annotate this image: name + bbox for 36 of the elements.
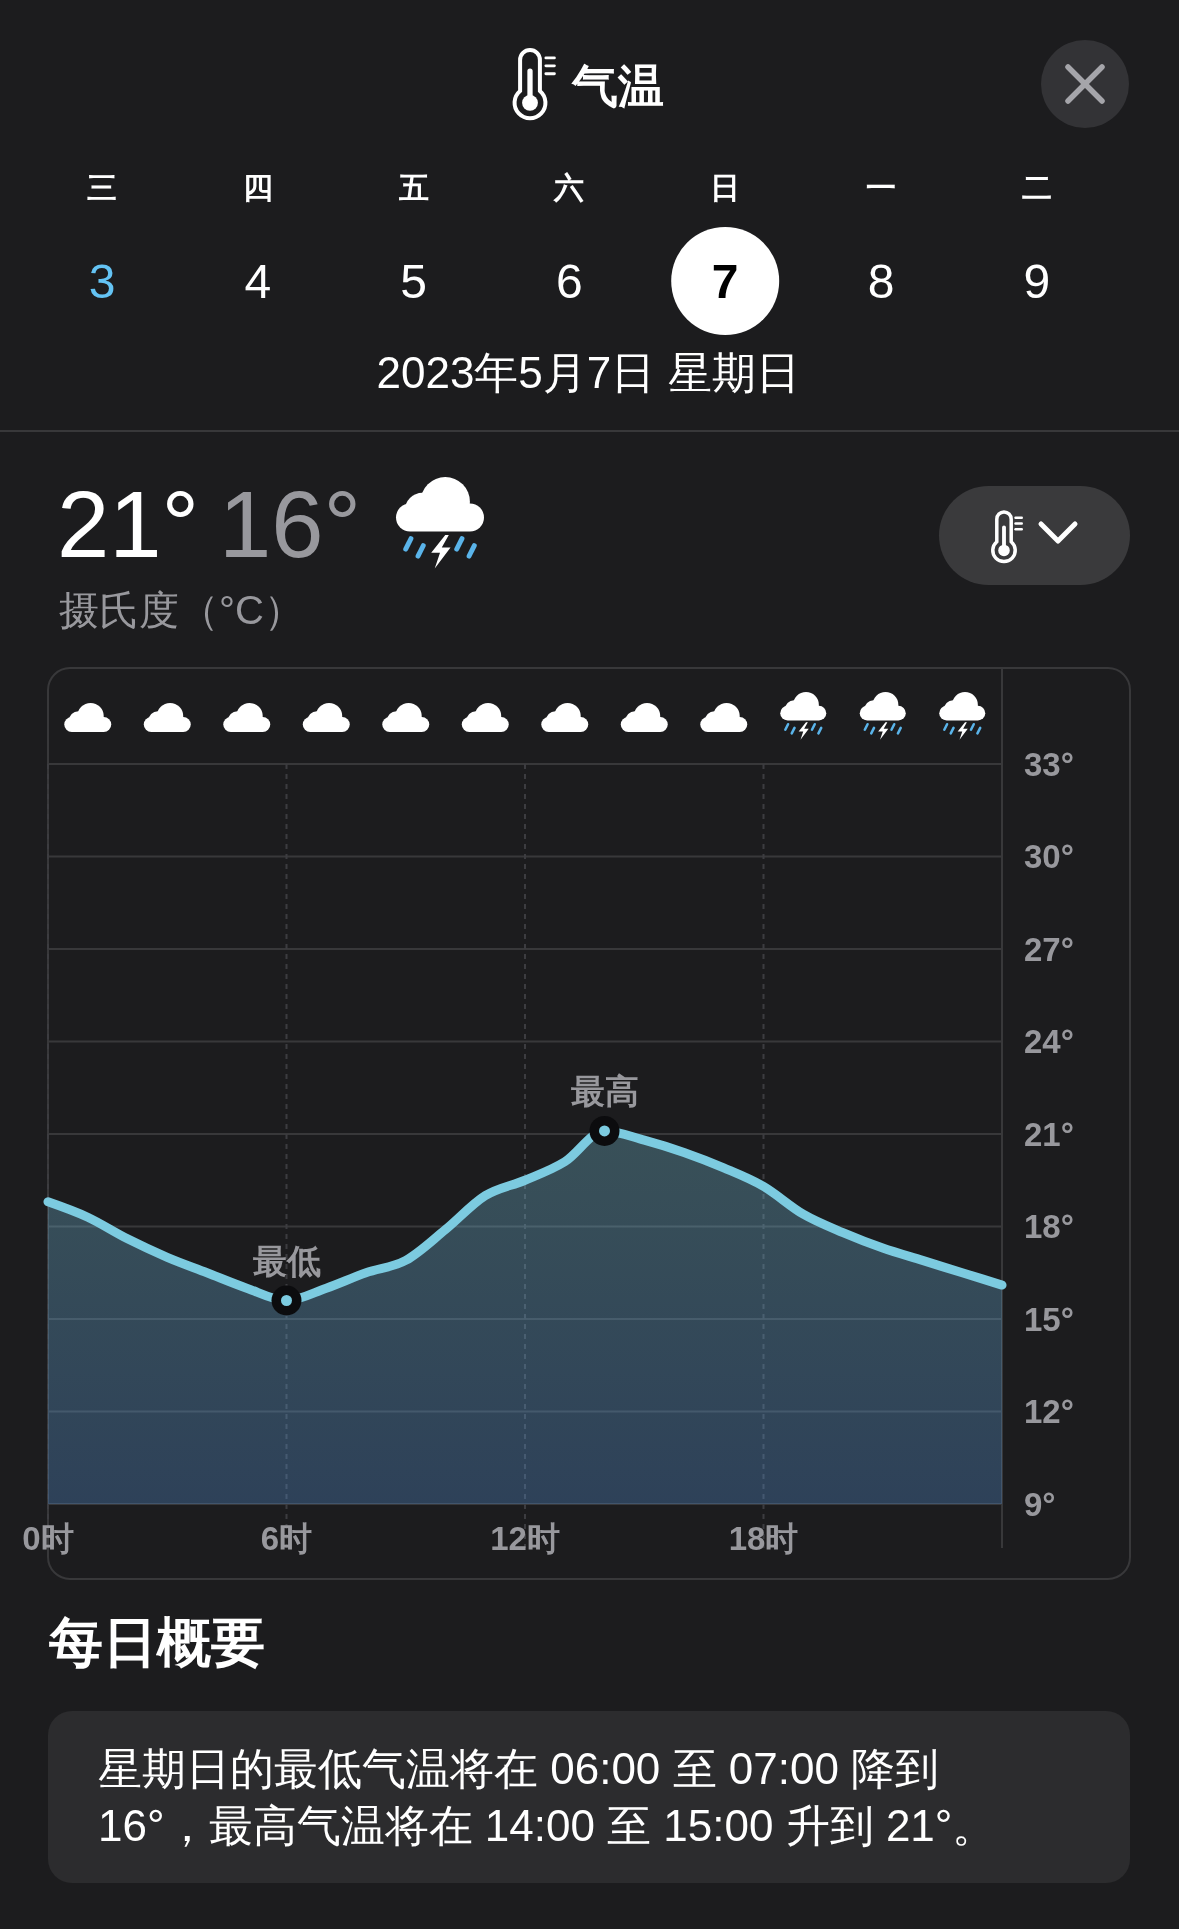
annotation: 最低 <box>252 1241 321 1280</box>
y-tick-label: 15° <box>1024 1300 1074 1338</box>
chart-title: 气温 <box>571 60 664 112</box>
text: 二 <box>1021 170 1052 204</box>
x-tick-label: 12时 <box>490 1519 560 1557</box>
text: 21° <box>57 472 200 577</box>
y-tick-label: 9° <box>1024 1485 1056 1523</box>
text: 16° <box>219 472 362 577</box>
x-tick-label: 6时 <box>260 1519 313 1557</box>
text: 7 <box>711 254 739 308</box>
y-tick-label: 27° <box>1024 930 1074 968</box>
text: 三 <box>87 170 117 204</box>
y-tick-label: 18° <box>1024 1208 1074 1245</box>
y-tick-label: 24° <box>1024 1023 1074 1060</box>
x-tick-label: 0时 <box>22 1519 74 1557</box>
chart-subtitle: 2023年5月7日 星期日 <box>376 347 800 397</box>
text: 一 <box>866 170 896 204</box>
text: 9 <box>1023 254 1051 308</box>
text: 每日概要 <box>48 1612 265 1672</box>
text: 星期日的最低气温将在 06:00 至 07:00 降到 16°，最高气温将在 14:00 至 15:00 升到 21°。 <box>98 1743 998 1852</box>
text: 六 <box>553 170 585 204</box>
y-tick-label: 30° <box>1024 838 1074 875</box>
text: 四 <box>242 170 273 204</box>
text: 4 <box>244 254 272 308</box>
text: 五 <box>397 170 429 204</box>
text: 8 <box>867 254 895 308</box>
text: 3 <box>88 254 116 308</box>
y-tick-label: 33° <box>1024 745 1074 783</box>
text: 日 <box>710 170 741 204</box>
y-tick-label: 12° <box>1024 1393 1074 1430</box>
annotation: 最高 <box>570 1071 639 1110</box>
text: 5 <box>400 254 427 308</box>
text: 摄氏度（°C） <box>59 588 304 632</box>
x-tick-label: 18时 <box>728 1519 799 1557</box>
y-tick-label: 21° <box>1024 1115 1074 1153</box>
text: 6 <box>556 254 583 308</box>
